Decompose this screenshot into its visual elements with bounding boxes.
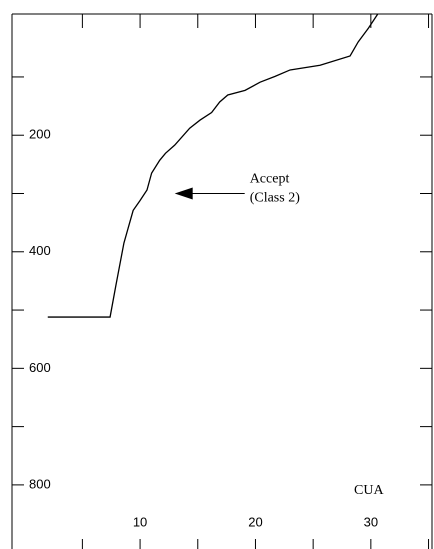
y-tick-label: 800 [29,476,51,491]
x-axis-label: CUA [354,483,384,498]
x-tick-label: 20 [248,514,262,529]
y-tick-label: 400 [29,243,51,258]
data-line [47,14,379,318]
annotation-text: (Class 2) [250,191,301,206]
annotation-text: Accept [250,172,290,187]
y-tick-label: 200 [29,127,51,142]
x-tick-label: 10 [133,514,147,529]
x-tick-label: 30 [364,514,378,529]
y-tick-label: 600 [29,360,51,375]
annotation-arrowhead [174,187,193,200]
